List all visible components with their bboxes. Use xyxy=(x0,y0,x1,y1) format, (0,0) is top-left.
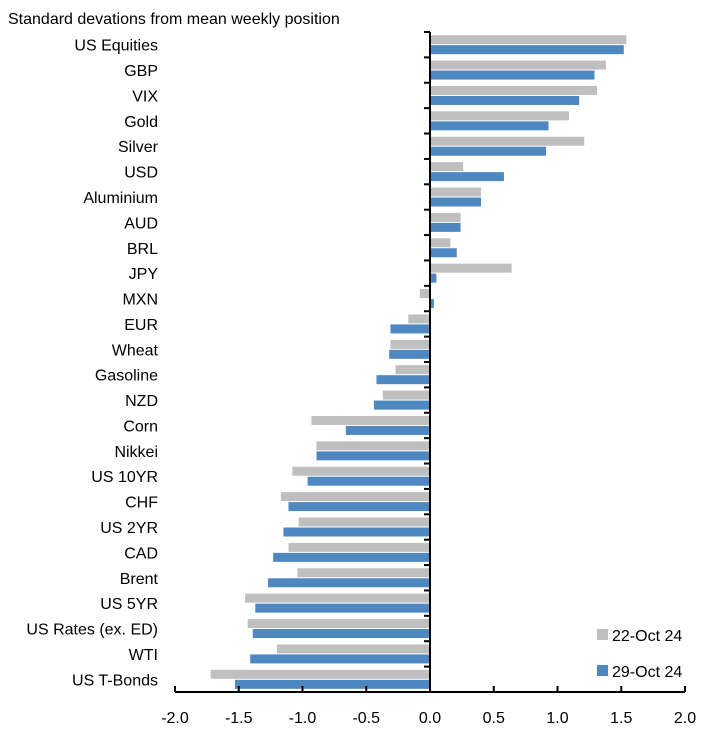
bar-nzd-29-oct xyxy=(373,400,430,410)
bar-aluminium-29-oct xyxy=(430,197,481,207)
bar-us-5yr-29-oct xyxy=(255,603,430,613)
category-label: VIX xyxy=(132,88,158,105)
category-label: US 2YR xyxy=(100,520,158,537)
category-label: EUR xyxy=(124,317,158,334)
legend-label-29-oct: 29-Oct 24 xyxy=(612,664,682,681)
category-label: GBP xyxy=(124,63,158,80)
bar-us-rates-ex-ed-29-oct xyxy=(252,629,430,639)
bar-nzd-22-oct xyxy=(382,390,430,400)
x-tick-label: 2.0 xyxy=(674,710,696,727)
bar-gbp-22-oct xyxy=(430,60,606,70)
bar-wti-29-oct xyxy=(250,654,430,664)
x-tick-label: 0.0 xyxy=(419,710,441,727)
category-label: US 5YR xyxy=(100,596,158,613)
x-tick-label: -1.0 xyxy=(289,710,317,727)
category-label: US T-Bonds xyxy=(72,672,158,689)
bar-nikkei-29-oct xyxy=(316,451,430,461)
bar-brent-22-oct xyxy=(297,568,430,578)
category-label: Gold xyxy=(124,114,158,131)
bar-corn-22-oct xyxy=(311,415,430,425)
bar-eur-22-oct xyxy=(408,314,430,324)
bar-us-10yr-22-oct xyxy=(292,466,430,476)
bar-us-2yr-29-oct xyxy=(283,527,431,537)
bar-aluminium-22-oct xyxy=(430,187,481,197)
category-label: Corn xyxy=(123,418,158,435)
bars-layer xyxy=(210,35,627,689)
legend-swatch-22-oct xyxy=(597,629,608,640)
x-tick-label: 0.5 xyxy=(483,710,505,727)
category-label: BRL xyxy=(127,241,158,258)
bar-gbp-29-oct xyxy=(430,70,595,80)
bar-cad-22-oct xyxy=(288,542,430,552)
bar-usd-22-oct xyxy=(430,162,464,172)
category-label: Aluminium xyxy=(83,190,158,207)
bar-chf-29-oct xyxy=(288,502,430,512)
bar-us-t-bonds-22-oct xyxy=(210,669,430,679)
bar-aud-22-oct xyxy=(430,212,461,222)
category-label: MXN xyxy=(122,292,158,309)
bar-gasoline-29-oct xyxy=(376,375,430,385)
bar-nikkei-22-oct xyxy=(316,441,430,451)
category-label: Gasoline xyxy=(95,368,158,385)
category-label: US 10YR xyxy=(91,469,158,486)
bar-eur-29-oct xyxy=(390,324,430,334)
bar-usd-29-oct xyxy=(430,172,504,182)
bar-gasoline-22-oct xyxy=(395,365,430,375)
category-label: Nikkei xyxy=(114,444,158,461)
legend-label-22-oct: 22-Oct 24 xyxy=(612,628,682,645)
bar-jpy-22-oct xyxy=(430,263,512,273)
category-label: USD xyxy=(124,165,158,182)
category-label: CAD xyxy=(124,545,158,562)
bar-vix-29-oct xyxy=(430,95,580,105)
bar-brent-29-oct xyxy=(268,578,430,588)
bar-cad-29-oct xyxy=(273,552,430,562)
x-tick-label: -1.5 xyxy=(225,710,253,727)
bar-jpy-29-oct xyxy=(430,273,437,283)
x-tick-label: 1.0 xyxy=(546,710,568,727)
category-label: US Equities xyxy=(74,38,158,55)
category-label: AUD xyxy=(124,215,158,232)
bar-silver-22-oct xyxy=(430,136,585,146)
category-label: Silver xyxy=(118,139,159,156)
bar-us-10yr-29-oct xyxy=(307,476,430,486)
bar-wheat-22-oct xyxy=(390,339,430,349)
category-label: CHF xyxy=(125,495,158,512)
bar-corn-29-oct xyxy=(345,425,430,435)
x-tick-label: -2.0 xyxy=(161,710,189,727)
bar-silver-29-oct xyxy=(430,146,547,156)
legend-swatch-29-oct xyxy=(597,665,608,676)
chart-title: Standard devations from mean weekly posi… xyxy=(8,11,340,28)
x-tick-label: 1.5 xyxy=(610,710,632,727)
category-label: NZD xyxy=(125,393,158,410)
bar-wti-22-oct xyxy=(277,644,430,654)
category-label: JPY xyxy=(129,266,159,283)
bar-gold-29-oct xyxy=(430,121,549,131)
bar-us-t-bonds-29-oct xyxy=(234,679,430,689)
bar-mxn-22-oct xyxy=(419,289,430,299)
category-label: Brent xyxy=(120,571,159,588)
bar-brl-22-oct xyxy=(430,238,451,248)
bar-aud-29-oct xyxy=(430,222,461,232)
bar-us-equities-29-oct xyxy=(430,45,624,55)
bar-mxn-29-oct xyxy=(430,299,434,309)
legend: 22-Oct 24 29-Oct 24 xyxy=(597,628,682,681)
bar-wheat-29-oct xyxy=(389,349,430,359)
bar-gold-22-oct xyxy=(430,111,569,121)
category-label: WTI xyxy=(129,647,158,664)
category-labels: US Equities GBP VIX Gold Silver USD Aluminium A… xyxy=(26,38,158,690)
bar-us-2yr-22-oct xyxy=(298,517,430,527)
bar-us-equities-22-oct xyxy=(430,35,627,45)
category-label: Wheat xyxy=(112,342,159,359)
bar-vix-22-oct xyxy=(430,85,598,95)
bar-us-5yr-22-oct xyxy=(245,593,431,603)
axes: -2.0 -1.5 -1.0 -0.5 0.0 0.5 1.0 1.5 2.0 xyxy=(161,31,696,727)
category-label: US Rates (ex. ED) xyxy=(26,622,158,639)
bar-brl-29-oct xyxy=(430,248,457,258)
bar-chf-22-oct xyxy=(280,492,430,502)
bar-us-rates-ex-ed-22-oct xyxy=(247,619,430,629)
x-tick-label: -0.5 xyxy=(352,710,380,727)
